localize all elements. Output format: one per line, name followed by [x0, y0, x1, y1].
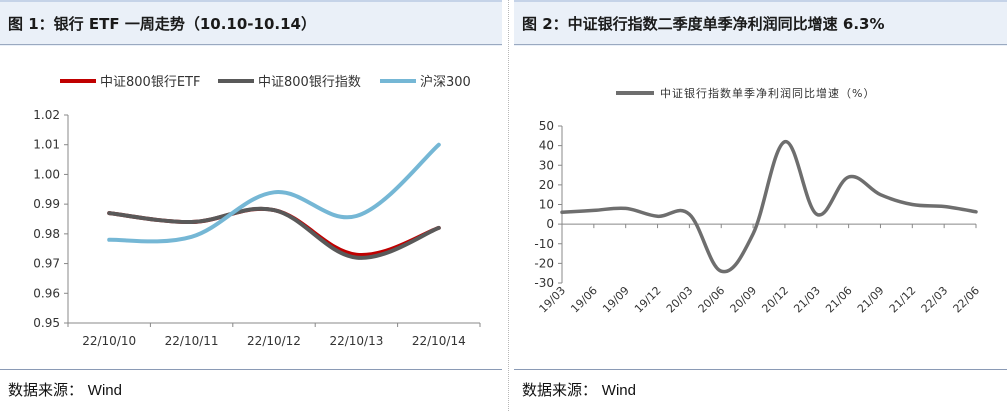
x-tick-label: 22/03 [919, 284, 951, 316]
y-tick-label: 0.95 [33, 316, 60, 330]
y-tick-label: 1.01 [33, 138, 60, 152]
source-value: Wind [87, 382, 122, 399]
y-tick-label: 1.02 [33, 108, 60, 122]
x-tick-label: 20/09 [728, 284, 760, 316]
y-tick-label: 40 [539, 139, 554, 153]
series-line [107, 206, 441, 257]
panel-separator [508, 0, 509, 411]
footer-divider [514, 369, 1007, 370]
legend-label: 中证800银行ETF [100, 75, 200, 90]
figure1-title: 图 1：银行 ETF 一周走势（10.10-10.14） [8, 15, 316, 33]
x-tick-label: 22/10/12 [247, 334, 301, 348]
x-tick-label: 20/03 [664, 284, 696, 316]
source-value: Wind [601, 382, 636, 399]
x-tick-label: 22/06 [951, 284, 983, 316]
x-tick-label: 19/09 [600, 284, 632, 316]
footer-divider [0, 369, 502, 370]
x-tick-label: 21/06 [823, 284, 855, 316]
x-tick-label: 22/10/13 [329, 334, 383, 348]
y-tick-label: 0 [546, 217, 554, 231]
x-tick-label: 20/06 [696, 284, 728, 316]
x-tick-label: 19/12 [632, 284, 664, 316]
series-line [560, 140, 978, 274]
y-tick-label: 0.96 [33, 286, 60, 300]
title-bar: 图 1：银行 ETF 一周走势（10.10-10.14） [0, 0, 502, 46]
y-tick-label: 30 [539, 158, 554, 172]
y-tick-label: 1.00 [33, 167, 60, 181]
figure2-title: 图 2：中证银行指数二季度单季净利润同比增速 6.3% [522, 15, 885, 33]
source-label: 数据来源： [8, 381, 84, 399]
title-bar: 图 2：中证银行指数二季度单季净利润同比增速 6.3% [514, 0, 1007, 46]
legend-label: 中证银行指数单季净利润同比增速（%） [660, 86, 875, 100]
legend-label: 中证800银行指数 [258, 75, 361, 90]
x-tick-label: 22/10/10 [82, 334, 136, 348]
etf-weekly-line-chart: 0.95 0.96 0.97 0.98 0.99 1.00 1.01 1.02 22/10/10… [33, 74, 481, 348]
x-tick-label: 19/06 [568, 284, 600, 316]
source-label: 数据来源： [522, 381, 598, 399]
x-tick-label: 22/10/14 [412, 334, 466, 348]
title-divider [0, 44, 502, 45]
y-tick-label: 50 [539, 119, 554, 133]
panel-bank-profit-growth: 图 2：中证银行指数二季度单季净利润同比增速 6.3% 50 40 30 20 10 0 -… [514, 0, 1007, 411]
y-tick-label: 0.97 [33, 257, 60, 271]
x-tick-label: 21/03 [791, 284, 823, 316]
y-tick-label: -20 [534, 256, 554, 270]
y-tick-label: 0.99 [33, 197, 60, 211]
figure2-source: 数据来源： Wind [522, 379, 636, 400]
series-line [107, 206, 441, 260]
x-tick-label: 20/12 [759, 284, 791, 316]
y-tick-label: -10 [534, 237, 554, 251]
y-tick-label: 20 [539, 178, 554, 192]
y-tick-label: 0.98 [33, 227, 60, 241]
series-line [107, 142, 441, 244]
figure1-source: 数据来源： Wind [8, 379, 122, 400]
y-tick-label: -30 [534, 276, 554, 290]
y-tick-label: 10 [539, 198, 554, 212]
legend-label: 沪深300 [420, 74, 471, 90]
x-tick-label: 21/09 [855, 284, 887, 316]
x-tick-label: 21/12 [887, 284, 919, 316]
panel-etf-weekly: 图 1：银行 ETF 一周走势（10.10-10.14） 0.95 0.96 0.9… [0, 0, 502, 411]
x-tick-label: 22/10/11 [165, 334, 219, 348]
title-divider [514, 44, 1007, 45]
